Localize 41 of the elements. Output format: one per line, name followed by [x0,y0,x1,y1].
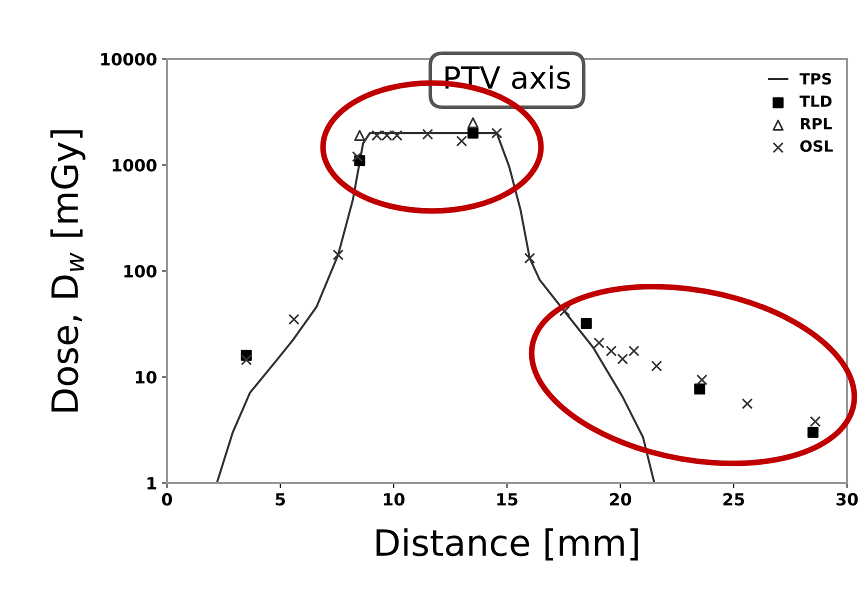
line-series [216,132,656,483]
point [468,128,478,139]
point [696,374,708,386]
point [240,354,252,366]
legend-label: TLD [800,96,832,107]
point [594,337,605,348]
legend-label: OSL [800,140,833,152]
point [524,252,536,264]
point [354,130,366,141]
legend-label: RPL [800,118,832,130]
x-tick-label: 30 [836,493,858,506]
y-axis-title: Dose, D$_{w}$ [mGy] [50,130,86,412]
x-tick-label: 0 [162,493,172,506]
x-axis-title: Distance [mm] [376,528,638,560]
point [651,360,662,372]
y-tick-label: 1 [148,477,156,490]
point [288,314,300,325]
point [352,151,363,162]
x-tick-label: 20 [610,493,632,506]
point [628,345,640,356]
legend-label: TPS [800,73,832,85]
y-tick-label: 100 [124,264,156,278]
y-tick-label: 10000 [101,52,156,66]
point [468,117,478,128]
x-tick-label: 25 [723,493,744,506]
x-tick-label: 10 [384,493,404,506]
point [810,416,821,428]
point [694,384,706,395]
point [742,398,753,410]
x-tick-label: 15 [497,493,518,506]
point [617,353,628,364]
point [808,426,818,438]
y-tick-label: 10 [136,370,156,384]
point [606,345,617,356]
y-tick-label: 1000 [112,158,156,172]
point [491,128,502,139]
point [422,128,434,140]
point [332,249,344,260]
point [456,136,468,147]
x-tick-label: 5 [276,493,285,506]
point [580,318,592,329]
